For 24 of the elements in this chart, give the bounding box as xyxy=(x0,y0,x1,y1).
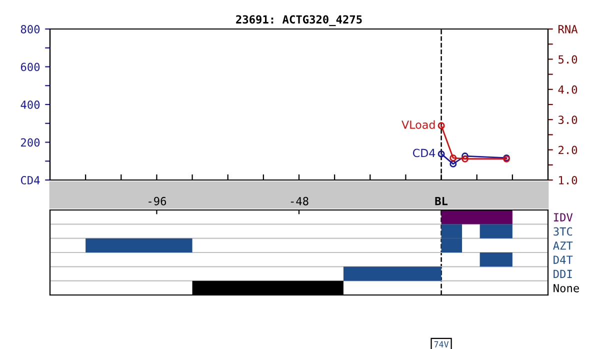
text: 74V xyxy=(434,341,449,348)
x-tick-label: BL xyxy=(435,197,448,206)
x-tick-label: -96 xyxy=(148,196,166,206)
chart-title: 23691: ACTG320_4275 xyxy=(236,15,362,26)
series-label: VLoad xyxy=(402,120,435,129)
y2-tick-label: 2.0 xyxy=(558,146,578,154)
y2-tick-label: RNA xyxy=(558,25,578,34)
x-tick-label: -48 xyxy=(290,196,308,206)
y2-tick-label: 5.0 xyxy=(558,55,578,64)
y-tick-label: DDI xyxy=(554,270,572,278)
y2-tick-label: 4.0 xyxy=(558,85,578,94)
y-tick-label: 600 xyxy=(20,62,40,72)
y-tick-label: 400 xyxy=(20,100,40,109)
y-tick-label: IDV xyxy=(554,213,573,222)
y2-tick-label: 1.0 xyxy=(559,176,578,184)
y-tick-label: 800 xyxy=(20,25,40,34)
y-tick-label: None xyxy=(554,284,579,292)
y-tick-label: CD4 xyxy=(20,176,40,184)
series-label: CD4 xyxy=(412,148,436,158)
y-tick-label: D4T xyxy=(554,256,573,264)
y2-tick-label: 3.0 xyxy=(558,116,578,124)
y-tick-label: AZT xyxy=(553,242,573,250)
y-tick-label: 200 xyxy=(21,138,40,147)
y-tick-label: 3TC xyxy=(554,227,572,236)
